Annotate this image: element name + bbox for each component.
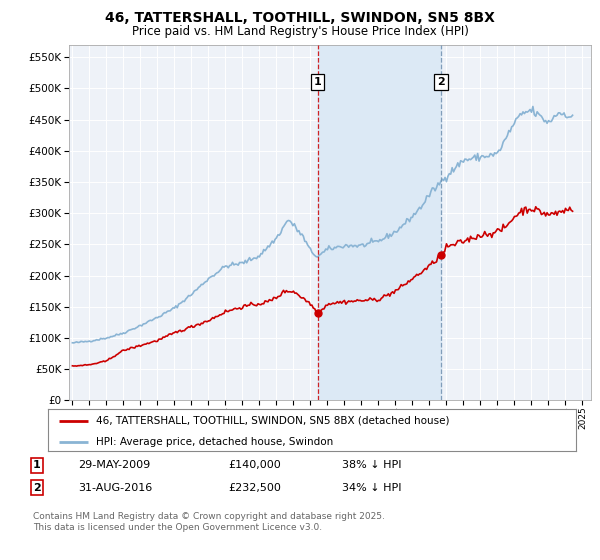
Text: 1: 1	[33, 460, 41, 470]
Text: Contains HM Land Registry data © Crown copyright and database right 2025.
This d: Contains HM Land Registry data © Crown c…	[33, 512, 385, 532]
Text: 1: 1	[314, 77, 322, 87]
Text: £140,000: £140,000	[228, 460, 281, 470]
Text: £232,500: £232,500	[228, 483, 281, 493]
Text: 46, TATTERSHALL, TOOTHILL, SWINDON, SN5 8BX: 46, TATTERSHALL, TOOTHILL, SWINDON, SN5 …	[105, 11, 495, 25]
Bar	[317, 45, 441, 400]
Text: 2: 2	[33, 483, 41, 493]
Text: Price paid vs. HM Land Registry's House Price Index (HPI): Price paid vs. HM Land Registry's House …	[131, 25, 469, 38]
Text: 31-AUG-2016: 31-AUG-2016	[78, 483, 152, 493]
Text: 2: 2	[437, 77, 445, 87]
Text: 29-MAY-2009: 29-MAY-2009	[78, 460, 150, 470]
Text: 34% ↓ HPI: 34% ↓ HPI	[342, 483, 401, 493]
Text: 38% ↓ HPI: 38% ↓ HPI	[342, 460, 401, 470]
Text: HPI: Average price, detached house, Swindon: HPI: Average price, detached house, Swin…	[95, 437, 333, 446]
Text: 46, TATTERSHALL, TOOTHILL, SWINDON, SN5 8BX (detached house): 46, TATTERSHALL, TOOTHILL, SWINDON, SN5 …	[95, 416, 449, 426]
